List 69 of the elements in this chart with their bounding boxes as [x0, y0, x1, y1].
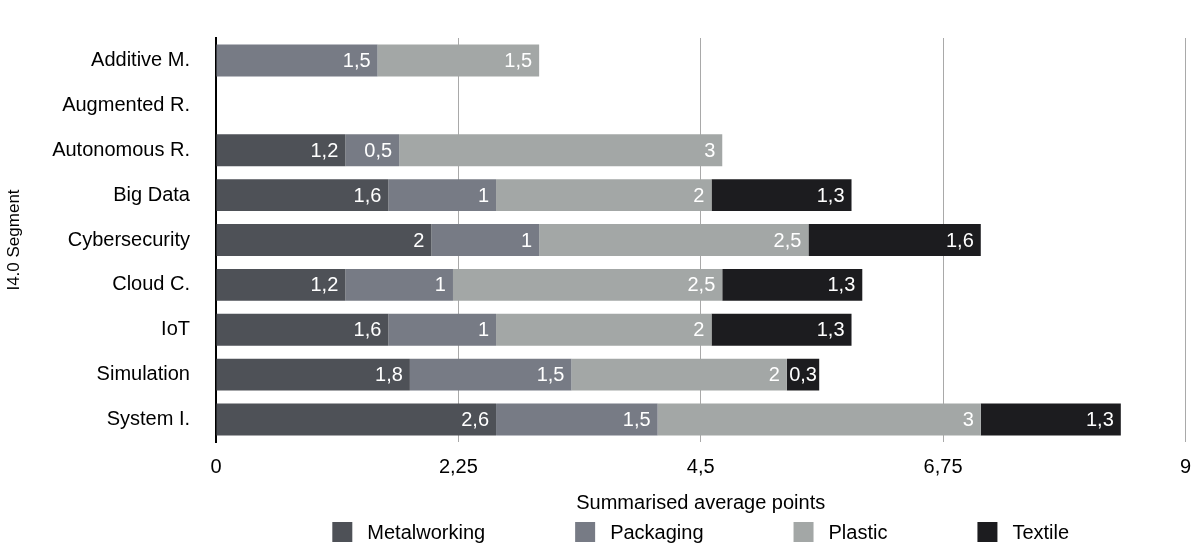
- data-label: 1,5: [536, 363, 565, 386]
- legend-label: Packaging: [610, 520, 704, 543]
- y-tick-label: System I.: [106, 407, 190, 430]
- bar: [711, 179, 852, 212]
- data-label: 1,6: [945, 228, 974, 251]
- legend-label: Plastic: [828, 520, 888, 543]
- data-label: 1,3: [816, 183, 845, 206]
- y-tick-label: Simulation: [96, 362, 190, 385]
- data-label: 1,2: [310, 273, 339, 296]
- bar: [216, 268, 346, 301]
- bar: [216, 403, 497, 436]
- y-axis-title: I4.0 Segment: [3, 189, 23, 291]
- bar: [216, 358, 410, 391]
- data-label: 1,5: [504, 48, 533, 71]
- data-label: 1,5: [622, 408, 651, 431]
- bar: [216, 179, 389, 212]
- data-label: 1,6: [353, 183, 382, 206]
- bar: [980, 403, 1121, 436]
- y-tick-label: Autonomous R.: [52, 137, 190, 160]
- legend-label: Textile: [1012, 520, 1070, 543]
- data-label: 0,5: [364, 138, 393, 161]
- bar: [722, 268, 863, 301]
- x-tick-label: 6,75: [923, 454, 963, 477]
- data-label: 2,5: [687, 273, 716, 296]
- bar: [216, 313, 389, 346]
- x-tick-label: 9: [1179, 454, 1191, 477]
- x-tick-label: 4,5: [686, 454, 715, 477]
- y-tick-label: Augmented R.: [62, 92, 190, 115]
- bar: [345, 268, 453, 301]
- data-label: 2: [768, 363, 780, 386]
- data-label: 1,6: [353, 318, 382, 341]
- data-label: 1: [434, 273, 446, 296]
- data-label: 1: [521, 228, 533, 251]
- y-tick-label: Cybersecurity: [67, 227, 190, 250]
- bar: [216, 134, 346, 167]
- bar: [388, 313, 497, 346]
- bar: [496, 403, 658, 436]
- data-label: 2: [693, 183, 705, 206]
- data-label: 2,5: [773, 228, 802, 251]
- data-label: 3: [704, 138, 716, 161]
- data-label: 2,6: [461, 408, 490, 431]
- bar: [216, 44, 378, 77]
- data-label: 2: [693, 318, 705, 341]
- y-tick-label: Big Data: [113, 182, 191, 205]
- x-axis-title: Summarised average points: [576, 490, 826, 513]
- legend-label: Metalworking: [367, 520, 486, 543]
- bar: [409, 358, 572, 391]
- data-label: 1,3: [816, 318, 845, 341]
- data-label: 1: [477, 318, 490, 341]
- data-label: 1: [477, 183, 490, 206]
- bar: [388, 179, 497, 212]
- bar: [345, 134, 400, 167]
- data-label: 1,3: [827, 273, 856, 296]
- data-label: 1,3: [1086, 408, 1114, 431]
- data-label: 1,5: [342, 48, 371, 71]
- x-tick-label: 0: [210, 454, 222, 477]
- data-label: 2: [413, 228, 425, 251]
- y-tick-label: Additive M.: [91, 47, 190, 70]
- data-label: 3: [962, 408, 974, 431]
- bar: [216, 224, 432, 256]
- y-tick-label: Cloud C.: [112, 272, 190, 295]
- x-tick-label: 2,25: [438, 454, 478, 477]
- bar: [711, 313, 852, 346]
- data-label: 1,8: [375, 363, 403, 386]
- bar: [808, 224, 981, 256]
- data-label: 0,3: [789, 363, 817, 386]
- bar: [431, 224, 540, 256]
- data-label: 1,2: [310, 138, 339, 161]
- y-tick-label: IoT: [161, 317, 190, 340]
